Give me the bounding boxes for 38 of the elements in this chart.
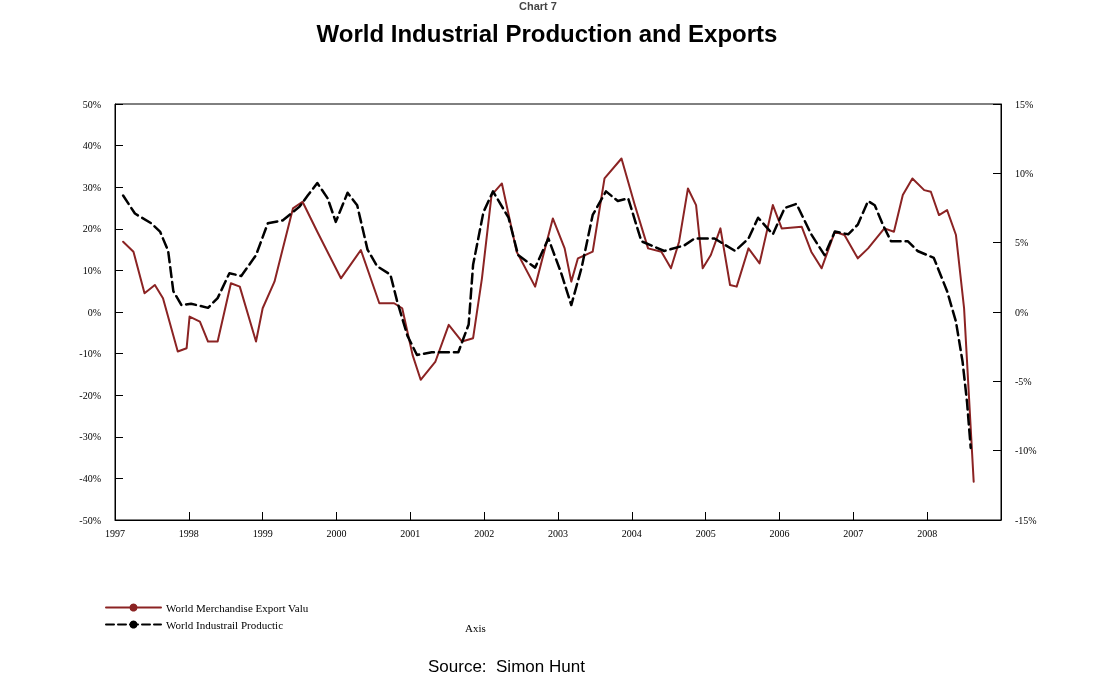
y-tick-label: 40%	[82, 140, 101, 152]
x-tick-label: 2000	[326, 527, 347, 539]
x-tick-label: 2007	[843, 527, 864, 539]
text: Axis	[465, 621, 486, 634]
y2-tick-label: -15%	[1015, 514, 1037, 526]
y2-tick-label: 10%	[1015, 167, 1034, 179]
x-tick-label: 2006	[769, 527, 790, 539]
line-series	[121, 181, 972, 450]
x-tick-label: 1997	[105, 527, 125, 539]
y2-tick-label: 15%	[1015, 98, 1034, 110]
y2-tick-label: 0%	[1015, 306, 1029, 318]
legend-label: World Merchandise Export Valu	[166, 601, 309, 614]
x-tick-label: 2001	[400, 527, 421, 539]
y-tick-label: -10%	[79, 348, 101, 360]
y-tick-label: -40%	[79, 472, 101, 484]
chart-title: World Industrial Production and Exports	[316, 19, 778, 47]
y-tick-label: 0%	[87, 306, 101, 318]
y2-tick-label: 5%	[1015, 237, 1029, 249]
y-tick-label: -30%	[79, 431, 101, 443]
y-tick-label: 20%	[82, 223, 101, 235]
caption: Chart 7	[519, 0, 557, 12]
x-tick-label: 2002	[474, 527, 495, 539]
y2-tick-label: -5%	[1015, 375, 1032, 387]
x-tick-label: 2008	[917, 527, 938, 539]
y2-tick-label: -10%	[1015, 445, 1037, 457]
line-series	[122, 157, 975, 483]
x-tick-label: 2004	[621, 527, 642, 539]
y-tick-label: 30%	[82, 181, 101, 193]
x-tick-label: 1999	[252, 527, 273, 539]
y-tick-label: -20%	[79, 389, 101, 401]
x-tick-label: 2003	[548, 527, 568, 539]
y-tick-label: 10%	[82, 264, 101, 276]
y-tick-label: -50%	[79, 514, 101, 526]
x-tick-label: 1998	[178, 527, 199, 539]
legend-label: World Industrail Productic	[166, 618, 284, 631]
source-note: Source: Simon Hunt	[428, 657, 586, 676]
x-tick-label: 2005	[695, 527, 716, 539]
y-tick-label: 50%	[82, 98, 101, 110]
